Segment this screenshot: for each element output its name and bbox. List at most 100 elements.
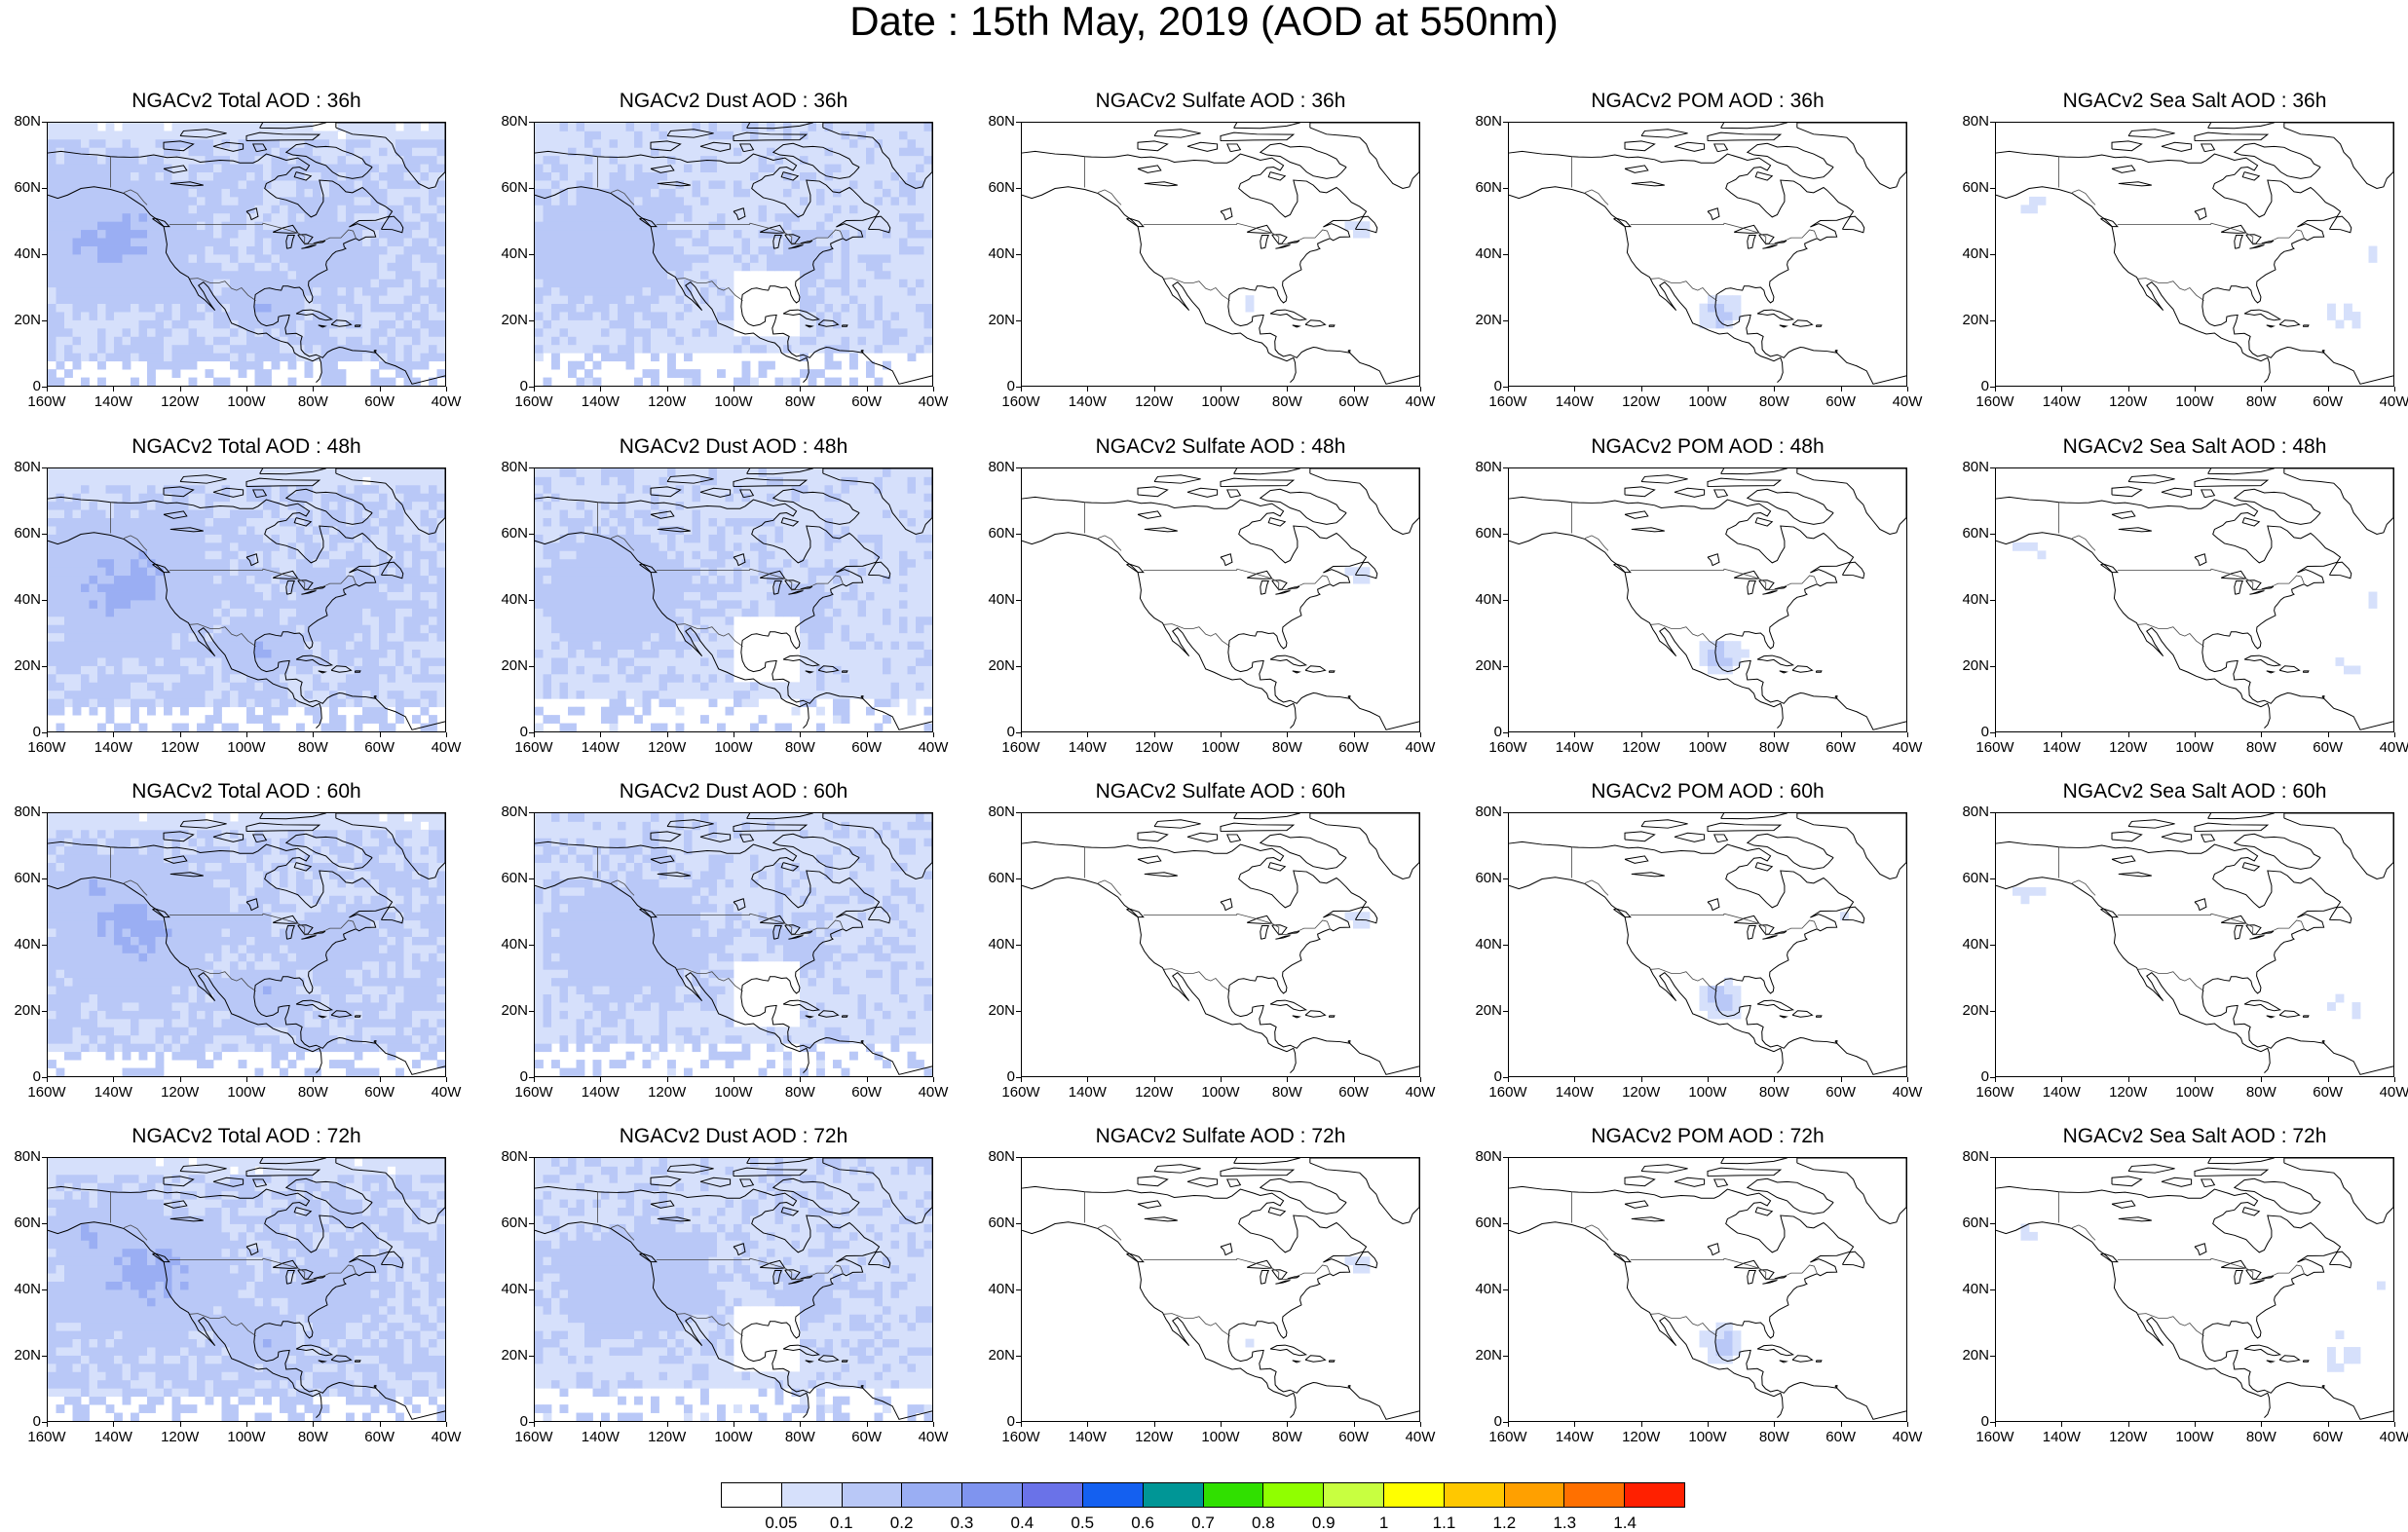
panel-title: NGACv2 Total AOD : 48h bbox=[132, 436, 360, 458]
lon-tick-label: 160W bbox=[1975, 1085, 2013, 1101]
country-borders bbox=[1572, 1192, 1818, 1336]
aod-field bbox=[1700, 1323, 1742, 1364]
coastlines bbox=[1996, 1158, 2393, 1419]
lon-tick-label: 140W bbox=[582, 740, 620, 756]
lon-tick bbox=[313, 387, 314, 392]
colorbar-segment bbox=[1144, 1483, 1204, 1507]
lat-tick bbox=[529, 1011, 534, 1012]
lon-tick-label: 160W bbox=[1488, 740, 1526, 756]
lon-tick-label: 120W bbox=[1135, 394, 1173, 410]
lon-tick-label: 40W bbox=[1406, 1430, 1436, 1445]
lon-tick-label: 100W bbox=[227, 740, 265, 756]
lat-tick bbox=[1503, 945, 1508, 946]
lon-tick bbox=[1221, 1077, 1222, 1082]
lon-tick bbox=[1508, 387, 1509, 392]
lat-tick-label: 60N bbox=[1475, 526, 1502, 542]
lon-tick-label: 160W bbox=[1975, 740, 2013, 756]
lon-tick bbox=[1021, 732, 1022, 737]
lat-tick bbox=[529, 1223, 534, 1224]
colorbar-label: 1.1 bbox=[1433, 1514, 1456, 1532]
lon-tick bbox=[2394, 1422, 2395, 1427]
lon-tick-label: 160W bbox=[1488, 1085, 1526, 1101]
lon-tick-label: 120W bbox=[1135, 1085, 1173, 1101]
lat-tick bbox=[1990, 878, 1995, 879]
lat-tick-label: 20N bbox=[501, 1348, 528, 1364]
lat-tick-label: 20N bbox=[14, 1348, 41, 1364]
lat-tick bbox=[1016, 467, 1021, 468]
lat-tick bbox=[529, 1157, 534, 1158]
lon-tick-label: 40W bbox=[919, 1430, 949, 1445]
lon-tick-label: 120W bbox=[2109, 740, 2147, 756]
lat-tick-label: 0 bbox=[1494, 379, 1502, 394]
lat-tick bbox=[529, 1356, 534, 1357]
lat-tick bbox=[1503, 1223, 1508, 1224]
map-frame bbox=[1021, 812, 1420, 1077]
lat-tick-label: 80N bbox=[988, 1149, 1015, 1165]
lat-tick-label: 40N bbox=[501, 1282, 528, 1297]
lon-tick-label: 140W bbox=[582, 1430, 620, 1445]
lon-tick bbox=[1154, 1422, 1155, 1427]
lon-tick-label: 140W bbox=[582, 1085, 620, 1101]
lon-tick bbox=[180, 1422, 181, 1427]
lon-tick-label: 100W bbox=[1688, 394, 1726, 410]
lat-tick-label: 40N bbox=[1475, 1282, 1502, 1297]
lon-tick bbox=[380, 1077, 381, 1082]
map-frame bbox=[1995, 122, 2394, 387]
lon-tick bbox=[446, 732, 447, 737]
lat-tick-label: 80N bbox=[1962, 460, 1989, 475]
colorbar-label: 0.05 bbox=[765, 1514, 797, 1532]
lat-tick-label: 80N bbox=[501, 804, 528, 820]
lon-tick bbox=[113, 387, 114, 392]
lat-tick-label: 80N bbox=[501, 1149, 528, 1165]
lat-tick-label: 40N bbox=[988, 1282, 1015, 1297]
lat-tick-label: 20N bbox=[501, 313, 528, 328]
lat-tick-label: 20N bbox=[1962, 1348, 1989, 1364]
lon-tick bbox=[380, 732, 381, 737]
lon-tick-label: 120W bbox=[161, 1430, 199, 1445]
lat-tick-label: 80N bbox=[1475, 114, 1502, 130]
lat-tick-label: 60N bbox=[1962, 1215, 1989, 1231]
lon-tick-label: 100W bbox=[227, 1085, 265, 1101]
lon-tick-label: 40W bbox=[1893, 394, 1923, 410]
lon-tick bbox=[1774, 1077, 1775, 1082]
lat-tick bbox=[1990, 320, 1995, 321]
lat-tick bbox=[1016, 188, 1021, 189]
lat-tick-label: 60N bbox=[501, 526, 528, 542]
aod-map-svg bbox=[535, 468, 932, 731]
lat-tick bbox=[1990, 1289, 1995, 1290]
lat-tick-label: 0 bbox=[1981, 1414, 1989, 1430]
lat-tick-label: 0 bbox=[1981, 725, 1989, 740]
panel-title: NGACv2 Dust AOD : 48h bbox=[620, 436, 848, 458]
coastlines bbox=[1022, 468, 1419, 729]
country-borders bbox=[1085, 1192, 1331, 1336]
lat-tick bbox=[1990, 254, 1995, 255]
lon-tick bbox=[2328, 732, 2329, 737]
panel-title: NGACv2 POM AOD : 36h bbox=[1591, 91, 1824, 112]
lon-tick-label: 80W bbox=[2246, 740, 2276, 756]
lat-tick bbox=[42, 254, 47, 255]
lat-tick-label: 80N bbox=[1962, 1149, 1989, 1165]
lat-tick-label: 0 bbox=[1007, 1069, 1015, 1085]
panel-title: NGACv2 POM AOD : 72h bbox=[1591, 1126, 1824, 1147]
lat-tick-label: 40N bbox=[1475, 592, 1502, 608]
panel-title: NGACv2 Dust AOD : 36h bbox=[620, 91, 848, 112]
lon-tick-label: 160W bbox=[27, 1085, 65, 1101]
lon-tick bbox=[1995, 1077, 1996, 1082]
lon-tick-label: 100W bbox=[1688, 1085, 1726, 1101]
lon-tick bbox=[2061, 1422, 2062, 1427]
lon-tick-label: 80W bbox=[2246, 1430, 2276, 1445]
colorbar-segment bbox=[1384, 1483, 1445, 1507]
colorbar bbox=[721, 1482, 1685, 1508]
lat-tick bbox=[1990, 1011, 1995, 1012]
lat-tick-label: 0 bbox=[1007, 379, 1015, 394]
lon-tick-label: 40W bbox=[919, 394, 949, 410]
lon-tick bbox=[246, 1077, 247, 1082]
lat-tick-label: 40N bbox=[1962, 937, 1989, 953]
country-borders bbox=[1572, 157, 1818, 301]
lon-tick-label: 60W bbox=[851, 1430, 882, 1445]
lat-tick bbox=[1503, 666, 1508, 667]
lat-tick bbox=[529, 812, 534, 813]
aod-field bbox=[535, 813, 932, 1076]
lon-tick bbox=[1574, 387, 1575, 392]
lon-tick-label: 60W bbox=[1338, 1430, 1369, 1445]
